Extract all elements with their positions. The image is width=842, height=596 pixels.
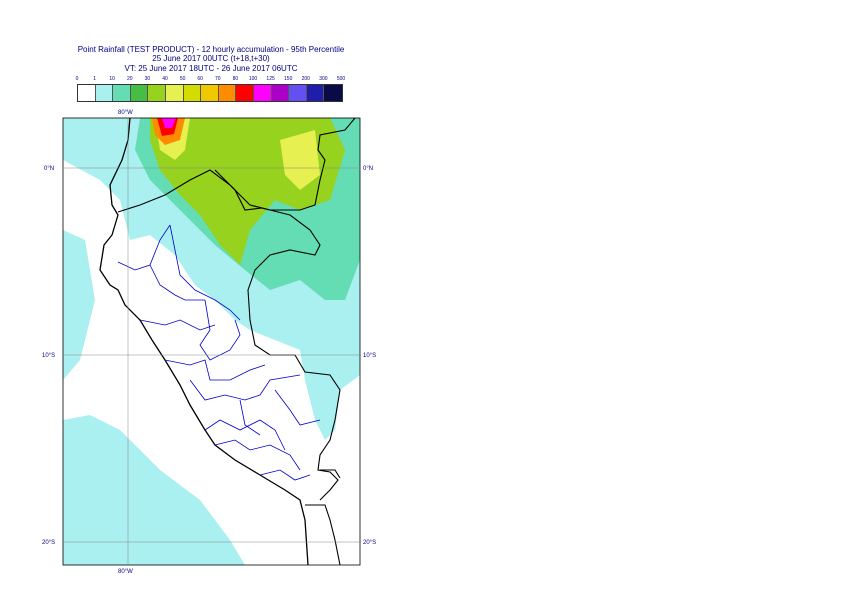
legend-swatch — [271, 85, 290, 101]
legend-swatch — [183, 85, 202, 101]
legend-label: 100 — [248, 76, 258, 82]
legend-label: 70 — [215, 76, 221, 82]
legend-swatch — [253, 85, 272, 101]
legend-swatch — [113, 85, 131, 101]
graticule — [63, 118, 360, 565]
legend-label: 300 — [319, 76, 328, 82]
rain-area-light-sea-south — [63, 415, 245, 565]
lat-label-0-left: 0°N — [44, 166, 54, 172]
legend-swatch — [130, 85, 149, 101]
color-legend — [77, 84, 343, 102]
legend-label: 60 — [197, 76, 203, 82]
legend-label: 50 — [179, 76, 186, 82]
legend-label: 125 — [266, 76, 275, 82]
lon-label-top: 80°W — [118, 110, 133, 116]
legend-swatch — [201, 85, 219, 101]
lon-label-bottom: 80°W — [118, 569, 133, 575]
border-ecuador-peru — [117, 118, 356, 213]
legend-label: 1 — [93, 76, 96, 82]
legend-swatch — [218, 85, 237, 101]
legend-label: 200 — [301, 76, 310, 82]
border-peru-bolivia — [320, 469, 341, 479]
legend-label: 80 — [232, 76, 239, 82]
rain-peak-magenta — [162, 118, 176, 128]
legend-label: 40 — [162, 76, 168, 82]
rain-area-yellow-east — [280, 130, 320, 190]
lat-label-10-left: 10°S — [42, 353, 55, 359]
legend-swatch — [165, 85, 184, 101]
border-chile — [305, 504, 341, 565]
map-title: Point Rainfall (TEST PRODUCT) - 12 hourl… — [77, 45, 345, 54]
legend-label: 0 — [75, 76, 79, 82]
legend-label: 150 — [284, 76, 293, 82]
map-subtitle-run: 25 June 2017 00UTC (t+18,t+30) — [152, 54, 270, 63]
legend-swatch — [289, 85, 307, 101]
border-peru-colombia — [214, 169, 341, 501]
lat-label-10-right: 10°S — [363, 353, 376, 359]
rain-area-light-sea-west — [63, 230, 95, 380]
legend-label: 20 — [127, 76, 133, 82]
legend-label: 10 — [109, 76, 115, 82]
lat-label-20-left: 20°S — [42, 540, 55, 546]
legend-swatch — [148, 85, 166, 101]
lat-label-0-right: 0°N — [363, 166, 373, 172]
map-subtitle-validity: VT: 25 June 2017 18UTC - 26 June 2017 06… — [124, 64, 298, 73]
lat-label-20-right: 20°S — [363, 540, 376, 546]
legend-label: 30 — [144, 76, 151, 82]
map-frame — [62, 117, 361, 566]
legend-labels: 0 1 10 20 30 40 50 60 70 80 100 125 150 200 300 500 — [0, 76, 842, 86]
legend-label: 500 — [336, 76, 346, 82]
legend-swatch — [324, 85, 342, 101]
legend-swatch — [78, 85, 96, 101]
legend-swatch — [306, 85, 325, 101]
legend-swatch — [95, 85, 114, 101]
admin-boundaries — [117, 224, 321, 481]
legend-swatch — [236, 85, 254, 101]
rainfall-field — [63, 118, 360, 565]
